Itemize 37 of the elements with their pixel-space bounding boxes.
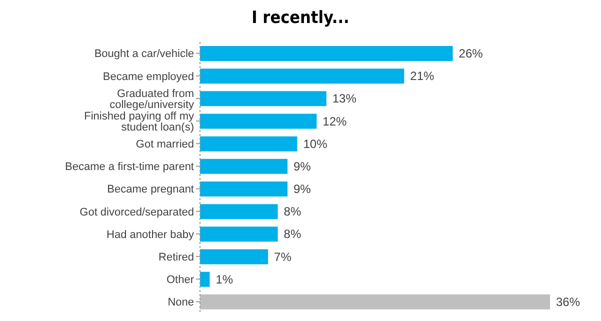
y-tick-label: Got divorced/separated [80,206,194,218]
data-label: 21% [410,69,435,84]
y-tick-label: Got married [136,138,194,151]
bar [200,136,298,152]
y-tick-label: Other [166,274,194,286]
y-tick-label: None [168,296,194,309]
bar [200,182,288,196]
bar [200,114,317,129]
bar [200,226,278,242]
bar [200,294,550,310]
data-label: 9% [294,182,312,196]
y-tick-label: Became pregnant [107,184,194,196]
data-label: 26% [458,46,484,60]
y-tick-label: Retired [158,251,194,264]
data-label: 7% [274,250,292,264]
bar [200,158,288,174]
y-tick-label: Graduated from college/university [110,88,194,111]
data-label: 8% [284,204,302,219]
y-tick-label: Had another baby [106,228,194,241]
bar [200,68,404,84]
data-label: 8% [284,227,302,242]
bar [200,46,453,61]
chart-title: I recently... [250,8,350,28]
bar [200,272,210,287]
data-label: 1% [216,272,234,286]
bar [200,249,268,264]
data-label: 9% [294,159,312,174]
data-label: 10% [303,136,328,151]
y-tick-label: Finished paying off my student loan(s) [84,110,194,134]
bar [200,91,326,106]
data-label: 13% [332,92,357,106]
y-tick-label: Became employed [102,70,194,83]
y-tick-label: Became a first-time parent [65,161,194,174]
bar [200,204,278,220]
data-label: 12% [322,114,348,128]
y-tick-label: Bought a car/vehicle [94,48,194,60]
data-label: 36% [556,294,580,309]
